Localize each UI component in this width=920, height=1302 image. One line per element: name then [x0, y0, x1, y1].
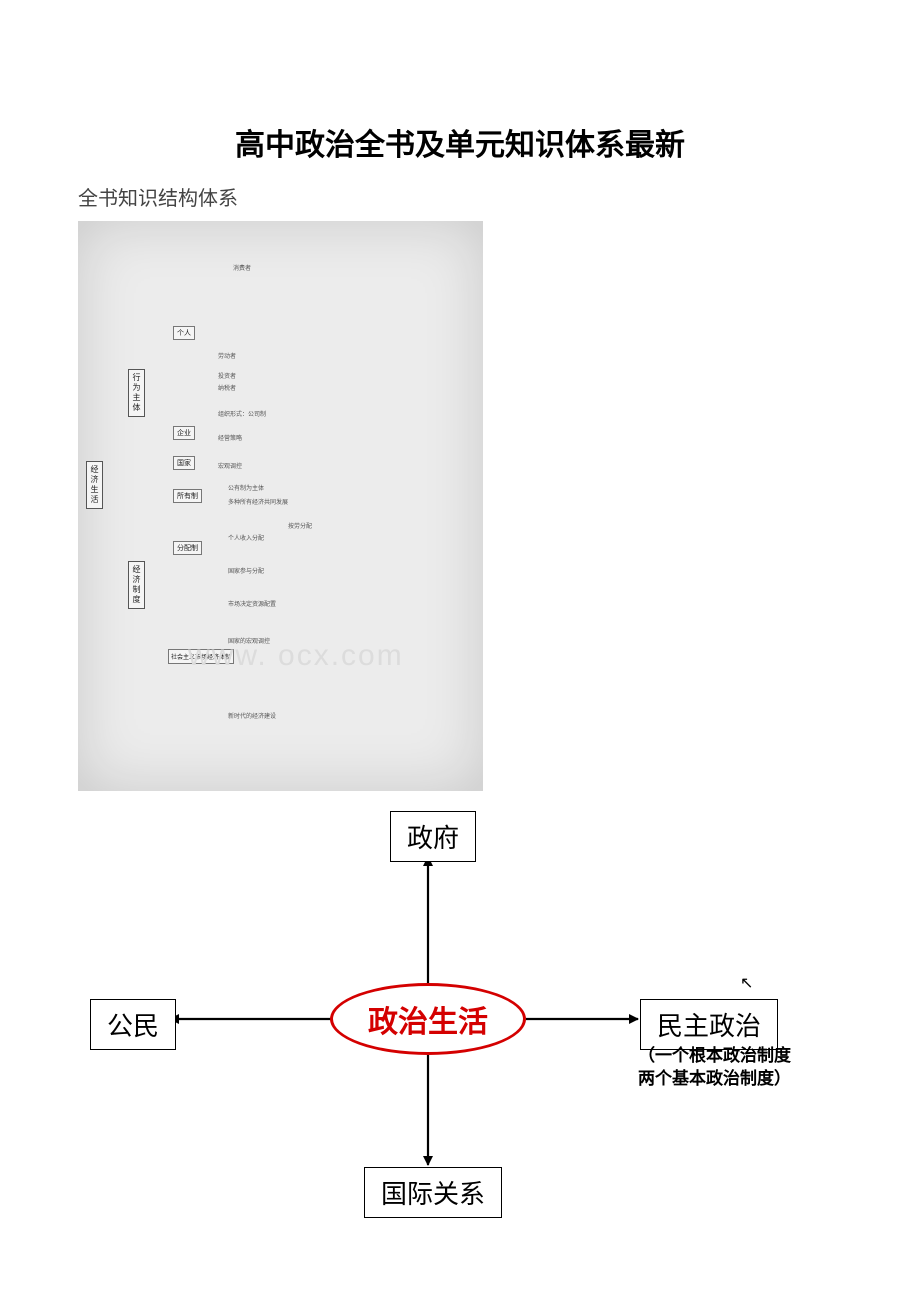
mm-leaf-9: 个人收入分配 — [228, 533, 264, 542]
mm-leaf-1: 劳动者 — [218, 351, 236, 360]
node-citizen: 公民 — [90, 999, 176, 1050]
cursor-icon: ↖ — [740, 973, 753, 993]
mm-branch2: 经济制度 — [128, 561, 145, 609]
page-subtitle: 全书知识结构体系 — [78, 182, 850, 211]
mm-root: 经济生活 — [86, 461, 103, 509]
node-government: 政府 — [390, 811, 476, 862]
mm-sub-4: 分配制 — [173, 541, 202, 555]
mm-leaf-3: 纳税者 — [218, 383, 236, 392]
mm-sub-1: 企业 — [173, 426, 195, 440]
mm-leaf-10: 按劳分配 — [288, 521, 312, 530]
mm-leaf-13: 国家的宏观调控 — [228, 636, 270, 645]
mm-leaf-14: 新时代的经济建设 — [228, 711, 276, 720]
node-center-text: 政治生活 — [368, 997, 488, 1041]
mm-leaf-7: 公有制为主体 — [228, 483, 264, 492]
mm-leaf-6: 宏观调控 — [218, 461, 242, 470]
page-title: 高中政治全书及单元知识体系最新 — [70, 120, 850, 164]
mm-branch1: 行为主体 — [128, 369, 145, 417]
annotation-line1: （一个根本政治制度 — [638, 1045, 791, 1068]
mm-leaf-12: 市场决定资源配置 — [228, 599, 276, 608]
mm-leaf-11: 国家参与分配 — [228, 566, 264, 575]
mm-leaf-0: 消费者 — [233, 263, 251, 272]
node-center-ellipse: 政治生活 — [330, 983, 526, 1055]
mm-leaf-4: 组织形式：公司制 — [218, 409, 266, 418]
mm-sub-5: 社会主义市场经济体制 — [168, 649, 234, 664]
mm-sub-0: 个人 — [173, 326, 195, 340]
diagram-annotation: （一个根本政治制度 两个基本政治制度） — [638, 1045, 791, 1091]
political-life-diagram: 政府 公民 民主政治 国际关系 政治生活 （一个根本政治制度 两个基本政治制度）… — [70, 811, 850, 1231]
mm-leaf-2: 投资者 — [218, 371, 236, 380]
mm-sub-2: 国家 — [173, 456, 195, 470]
mm-sub-3: 所有制 — [173, 489, 202, 503]
node-democracy: 民主政治 — [640, 999, 778, 1050]
mm-leaf-8: 多种所有经济共同发展 — [228, 497, 288, 506]
mm-leaf-5: 经营策略 — [218, 433, 242, 442]
node-international: 国际关系 — [364, 1167, 502, 1218]
mindmap-image: 经济生活 行为主体 经济制度 个人 企业 国家 所有制 分配制 社会主义市场经济… — [78, 221, 483, 791]
annotation-line2: 两个基本政治制度） — [638, 1068, 791, 1091]
